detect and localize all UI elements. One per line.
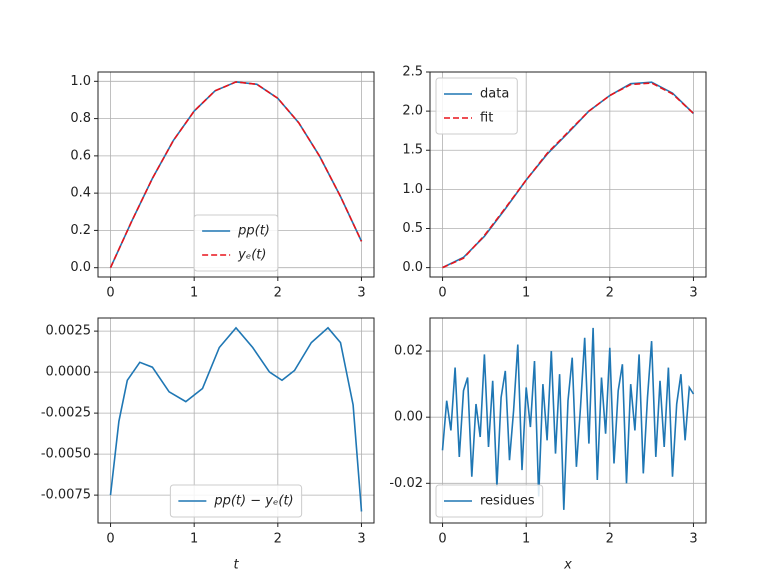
y-tick-label: -0.0025: [41, 406, 91, 421]
legend-box: [435, 77, 518, 135]
x-tick-label: 0: [106, 286, 114, 301]
x-tick-label: 3: [689, 286, 697, 301]
axes-frame: [429, 317, 707, 524]
y-tick-label: 0.02: [394, 344, 423, 359]
y-tick-label: 1.5: [402, 143, 423, 158]
y-tick-label: 0.00: [394, 410, 423, 425]
series-line: [442, 81, 695, 269]
legend-box: [193, 214, 279, 272]
y-tick-label: 0.0000: [46, 365, 92, 380]
legend: data fit: [435, 77, 518, 135]
series-line: [109, 326, 363, 512]
legend-label: data: [480, 87, 509, 102]
legend: pp(t) − yₑ(t): [169, 484, 303, 518]
subplot: 0 1 2 3 -0.0075 -0.0050 -0.0025 0.0000 0.0025 t pp…: [41, 317, 375, 573]
x-tick-label: 0: [438, 286, 446, 301]
y-tick-label: -0.0050: [41, 447, 91, 462]
y-tick-label: 2.5: [402, 65, 423, 80]
y-tick-label: -0.02: [389, 476, 423, 491]
y-tick-label: 0.6: [70, 148, 91, 163]
y-tick-label: 2.0: [402, 104, 423, 119]
y-tick-label: 0.0: [70, 260, 91, 275]
legend-label: yₑ(t): [237, 248, 266, 263]
x-tick-label: 1: [190, 286, 198, 301]
axes-frame: [97, 71, 375, 278]
x-tick-label: 3: [689, 532, 697, 547]
x-tick-label: 1: [190, 532, 198, 547]
x-tick-label: 3: [357, 532, 365, 547]
x-tick-label: 0: [438, 532, 446, 547]
subplot: 0 1 2 3 -0.02 0.00 0.02 x residues: [389, 317, 707, 573]
x-axis-label: t: [233, 558, 239, 573]
y-tick-label: 0.2: [70, 223, 91, 238]
legend-label: residues: [480, 494, 535, 509]
legend: pp(t) yₑ(t): [193, 214, 279, 272]
legend: residues: [435, 484, 544, 518]
y-tick-label: 0.8: [70, 111, 91, 126]
subplot: 0 1 2 3 0.0 0.5 1.0 1.5 2.0 2.5 data fit: [402, 65, 707, 301]
legend-label: pp(t): [237, 224, 270, 239]
x-tick-label: 2: [606, 286, 614, 301]
x-tick-label: 3: [357, 286, 365, 301]
axes-frame: [429, 71, 707, 278]
x-tick-label: 2: [274, 532, 282, 547]
subplot: 0 1 2 3 0.0 0.2 0.4 0.6 0.8 1.0 pp(t) yₑ(t): [70, 71, 375, 301]
y-tick-label: 1.0: [70, 74, 91, 89]
axes-frame: [97, 317, 375, 524]
legend-box: [169, 484, 303, 518]
y-tick-label: 0.5: [402, 221, 423, 236]
legend-box: [435, 484, 544, 518]
series-line: [441, 327, 695, 510]
x-tick-label: 2: [274, 286, 282, 301]
legend-label: pp(t) − yₑ(t): [213, 494, 293, 509]
y-tick-label: 1.0: [402, 182, 423, 197]
x-axis-label: x: [563, 558, 572, 573]
legend-label: fit: [480, 111, 493, 126]
x-tick-label: 1: [522, 532, 530, 547]
x-tick-label: 2: [606, 532, 614, 547]
y-tick-label: 0.4: [70, 186, 91, 201]
y-tick-label: -0.0075: [41, 488, 91, 503]
x-tick-label: 1: [522, 286, 530, 301]
series-line: [109, 81, 363, 269]
x-tick-label: 0: [106, 532, 114, 547]
y-tick-label: 0.0: [402, 260, 423, 275]
y-tick-label: 0.0025: [46, 324, 92, 339]
